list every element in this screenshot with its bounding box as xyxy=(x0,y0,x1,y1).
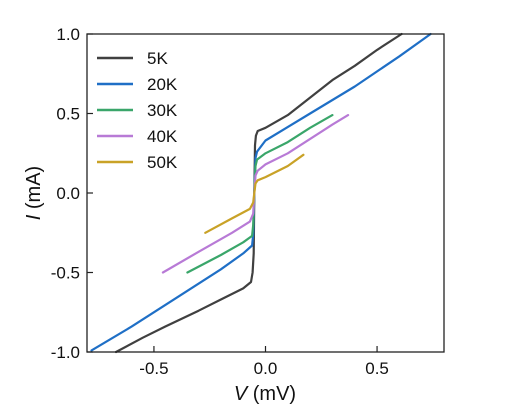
plot-frame xyxy=(86,33,445,353)
x-tick-label: 0.0 xyxy=(254,359,278,378)
legend-label-50K: 50K xyxy=(147,153,178,172)
y-tick-label: 0.0 xyxy=(56,184,80,203)
x-tick-label: -0.5 xyxy=(139,359,168,378)
legend-label-20K: 20K xyxy=(147,75,178,94)
x-tick-label: 0.5 xyxy=(365,359,389,378)
y-axis-symbol: I xyxy=(23,214,45,220)
legend-label-30K: 30K xyxy=(147,101,178,120)
y-tick-label: 0.5 xyxy=(56,105,80,124)
legend-label-40K: 40K xyxy=(147,127,178,146)
series-line-40K xyxy=(161,114,350,274)
y-tick-label: 1.0 xyxy=(56,25,80,44)
y-axis-unit: (mA) xyxy=(23,166,45,215)
series-layer xyxy=(90,32,432,354)
ticks-layer: -0.5 0.0 0.5 -1.0 -0.5 0.0 0.5 1.0 xyxy=(51,25,389,378)
series-line-20K xyxy=(90,32,432,352)
x-axis-unit: (mV) xyxy=(247,383,296,405)
y-axis-label: I (mA) xyxy=(23,166,45,220)
x-axis-symbol: V xyxy=(234,383,249,405)
series-line-50K xyxy=(204,153,305,234)
legend: 5K 20K 30K 40K 50K xyxy=(97,49,178,172)
legend-label-5K: 5K xyxy=(147,49,168,68)
y-tick-label: -0.5 xyxy=(51,264,80,283)
y-tick-label: -1.0 xyxy=(51,343,80,362)
x-axis-label: V (mV) xyxy=(234,383,296,405)
